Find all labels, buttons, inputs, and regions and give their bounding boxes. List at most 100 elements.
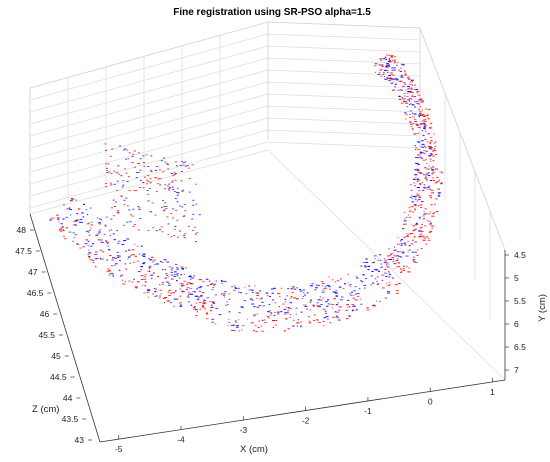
cloud-point xyxy=(409,91,413,93)
cloud-point xyxy=(116,172,119,174)
cloud-point xyxy=(211,318,214,320)
cloud-point xyxy=(75,220,78,222)
cloud-point xyxy=(405,118,407,120)
cloud-point xyxy=(396,266,399,268)
cloud-point xyxy=(183,284,185,286)
cloud-point xyxy=(345,309,348,311)
cloud-point xyxy=(184,210,187,212)
cloud-point xyxy=(416,157,420,159)
cloud-point xyxy=(421,143,424,145)
cloud-point xyxy=(65,216,69,218)
cloud-point xyxy=(413,89,416,91)
cloud-point xyxy=(160,293,162,295)
cloud-point xyxy=(415,123,419,125)
cloud-point xyxy=(404,235,408,237)
cloud-point xyxy=(430,204,433,206)
cloud-point xyxy=(414,106,416,108)
cloud-point xyxy=(176,266,179,268)
cloud-point xyxy=(291,286,294,288)
cloud-point xyxy=(414,84,417,86)
cloud-point xyxy=(414,96,417,98)
cloud-point xyxy=(252,299,254,301)
cloud-point xyxy=(57,219,60,221)
cloud-point xyxy=(418,99,422,101)
cloud-point xyxy=(413,133,417,135)
cloud-point xyxy=(410,189,413,191)
cloud-point xyxy=(429,179,432,181)
cloud-point xyxy=(275,320,278,322)
cloud-point xyxy=(223,280,226,282)
cloud-point xyxy=(414,157,417,159)
cloud-point xyxy=(270,288,274,290)
cloud-point xyxy=(414,169,417,171)
cloud-point xyxy=(128,209,131,211)
cloud-point xyxy=(408,97,412,99)
cloud-point xyxy=(164,269,167,271)
cloud-point xyxy=(401,63,403,65)
cloud-point xyxy=(212,301,215,303)
cloud-point xyxy=(430,167,433,169)
cloud-point xyxy=(418,230,422,232)
cloud-point xyxy=(428,195,432,197)
cloud-point xyxy=(142,256,146,258)
cloud-point xyxy=(118,173,121,175)
cloud-point xyxy=(228,293,230,295)
cloud-point xyxy=(192,213,195,215)
cloud-point xyxy=(366,307,369,309)
cloud-point xyxy=(398,69,400,71)
cloud-point xyxy=(296,322,299,324)
cloud-point xyxy=(419,156,422,158)
cloud-point xyxy=(334,281,336,283)
cloud-point xyxy=(362,274,365,276)
cloud-point xyxy=(125,158,128,160)
cloud-point xyxy=(390,252,394,254)
cloud-point xyxy=(287,311,290,313)
cloud-point xyxy=(131,281,134,283)
cloud-point xyxy=(409,81,413,83)
cloud-point xyxy=(163,209,166,211)
cloud-point xyxy=(401,271,403,273)
cloud-point xyxy=(421,130,423,132)
cloud-point xyxy=(142,187,145,189)
cloud-point xyxy=(422,159,426,161)
cloud-point xyxy=(223,296,225,298)
cloud-point xyxy=(354,299,357,301)
cloud-point xyxy=(151,256,154,258)
cloud-point xyxy=(105,183,107,184)
cloud-point xyxy=(139,179,142,181)
cloud-point xyxy=(142,155,145,157)
cloud-point xyxy=(233,330,236,332)
cloud-point xyxy=(227,325,229,327)
cloud-point xyxy=(407,234,409,236)
cloud-point xyxy=(322,308,326,310)
cloud-point xyxy=(111,148,114,150)
cloud-point xyxy=(417,205,419,207)
cloud-point xyxy=(106,259,108,261)
cloud-point xyxy=(356,293,360,295)
cloud-point xyxy=(385,58,387,60)
cloud-point xyxy=(174,274,176,276)
cloud-point xyxy=(183,204,186,205)
cloud-point xyxy=(146,179,149,181)
cloud-point xyxy=(322,282,325,284)
cloud-point xyxy=(431,225,435,227)
cloud-point xyxy=(325,315,329,317)
cloud-point xyxy=(389,284,391,286)
cloud-point xyxy=(424,208,427,210)
cloud-point xyxy=(384,70,387,72)
cloud-point xyxy=(192,199,195,201)
cloud-point xyxy=(100,258,102,260)
cloud-point xyxy=(196,232,199,234)
cloud-point xyxy=(224,281,227,283)
cloud-point xyxy=(255,331,258,333)
cloud-point xyxy=(116,255,120,257)
cloud-point xyxy=(212,286,215,288)
cloud-point xyxy=(338,306,342,308)
cloud-point xyxy=(424,237,426,239)
cloud-point xyxy=(362,261,366,263)
cloud-point xyxy=(170,269,173,271)
cloud-point xyxy=(159,178,162,180)
cloud-point xyxy=(106,172,109,173)
cloud-point xyxy=(161,282,165,284)
cloud-point xyxy=(335,304,339,306)
